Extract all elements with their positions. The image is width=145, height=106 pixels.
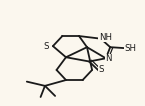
Text: NH: NH bbox=[99, 33, 112, 42]
Text: S: S bbox=[44, 42, 49, 51]
Text: SH: SH bbox=[124, 44, 136, 53]
Text: S: S bbox=[98, 65, 104, 74]
Text: N: N bbox=[105, 54, 112, 63]
